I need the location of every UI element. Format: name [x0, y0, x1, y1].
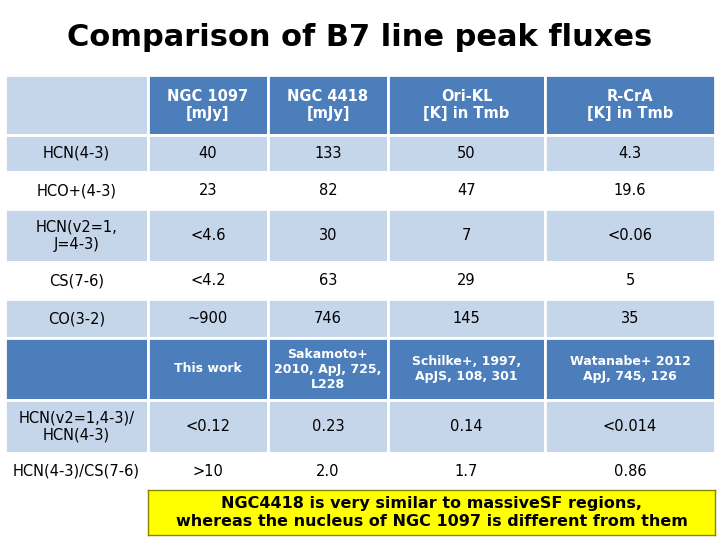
Text: <4.6: <4.6 [190, 228, 226, 243]
Text: 29: 29 [457, 273, 476, 288]
Text: 50: 50 [457, 146, 476, 161]
Text: 2.0: 2.0 [316, 464, 340, 479]
Text: <0.06: <0.06 [608, 228, 652, 243]
Text: 7: 7 [462, 228, 471, 243]
Text: CO(3-2): CO(3-2) [48, 311, 105, 326]
Text: NGC 1097
[mJy]: NGC 1097 [mJy] [168, 89, 248, 121]
Text: Comparison of B7 line peak fluxes: Comparison of B7 line peak fluxes [68, 24, 652, 52]
Text: 746: 746 [314, 311, 342, 326]
Text: <4.2: <4.2 [190, 273, 226, 288]
Text: 1.7: 1.7 [455, 464, 478, 479]
Text: 63: 63 [319, 273, 337, 288]
Text: HCN(v2=1,
J=4-3): HCN(v2=1, J=4-3) [35, 219, 117, 252]
Text: Schilke+, 1997,
ApJS, 108, 301: Schilke+, 1997, ApJS, 108, 301 [412, 355, 521, 383]
Text: 30: 30 [319, 228, 337, 243]
Text: Watanabe+ 2012
ApJ, 745, 126: Watanabe+ 2012 ApJ, 745, 126 [570, 355, 690, 383]
Text: <0.014: <0.014 [603, 419, 657, 434]
Text: 0.86: 0.86 [613, 464, 647, 479]
Text: Ori-KL
[K] in Tmb: Ori-KL [K] in Tmb [423, 89, 510, 121]
Text: 4.3: 4.3 [618, 146, 642, 161]
Text: 23: 23 [199, 183, 217, 198]
Text: 5: 5 [626, 273, 634, 288]
Text: <0.12: <0.12 [186, 419, 230, 434]
Text: 0.14: 0.14 [450, 419, 483, 434]
Text: ~900: ~900 [188, 311, 228, 326]
Text: HCN(v2=1,4-3)/
HCN(4-3): HCN(v2=1,4-3)/ HCN(4-3) [19, 410, 135, 443]
Text: HCN(4-3)/CS(7-6): HCN(4-3)/CS(7-6) [13, 464, 140, 479]
Text: 40: 40 [199, 146, 217, 161]
Text: 82: 82 [319, 183, 337, 198]
Text: R-CrA
[K] in Tmb: R-CrA [K] in Tmb [587, 89, 673, 121]
Text: Sakamoto+
2010, ApJ, 725,
L228: Sakamoto+ 2010, ApJ, 725, L228 [274, 348, 382, 390]
Text: 19.6: 19.6 [613, 183, 647, 198]
Text: 0.23: 0.23 [312, 419, 344, 434]
Text: 145: 145 [453, 311, 480, 326]
Text: HCO+(4-3): HCO+(4-3) [37, 183, 117, 198]
Text: 133: 133 [314, 146, 342, 161]
Text: This work: This work [174, 362, 242, 375]
Text: CS(7-6): CS(7-6) [49, 273, 104, 288]
Text: 35: 35 [621, 311, 639, 326]
Text: NGC4418 is very similar to massiveSF regions,
whereas the nucleus of NGC 1097 is: NGC4418 is very similar to massiveSF reg… [176, 496, 688, 529]
Text: NGC 4418
[mJy]: NGC 4418 [mJy] [287, 89, 369, 121]
Text: HCN(4-3): HCN(4-3) [43, 146, 110, 161]
Text: >10: >10 [192, 464, 223, 479]
Text: 47: 47 [457, 183, 476, 198]
